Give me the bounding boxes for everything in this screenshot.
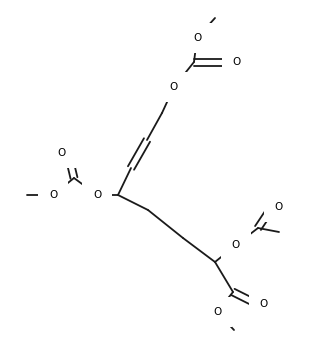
Text: O: O — [232, 240, 240, 250]
Text: O: O — [274, 202, 282, 212]
Text: O: O — [93, 190, 101, 200]
Text: O: O — [170, 82, 178, 92]
Text: O: O — [232, 57, 240, 67]
Text: O: O — [58, 148, 66, 158]
Text: O: O — [213, 307, 221, 317]
Text: O: O — [193, 33, 201, 43]
Text: O: O — [49, 190, 57, 200]
Text: O: O — [259, 299, 267, 309]
